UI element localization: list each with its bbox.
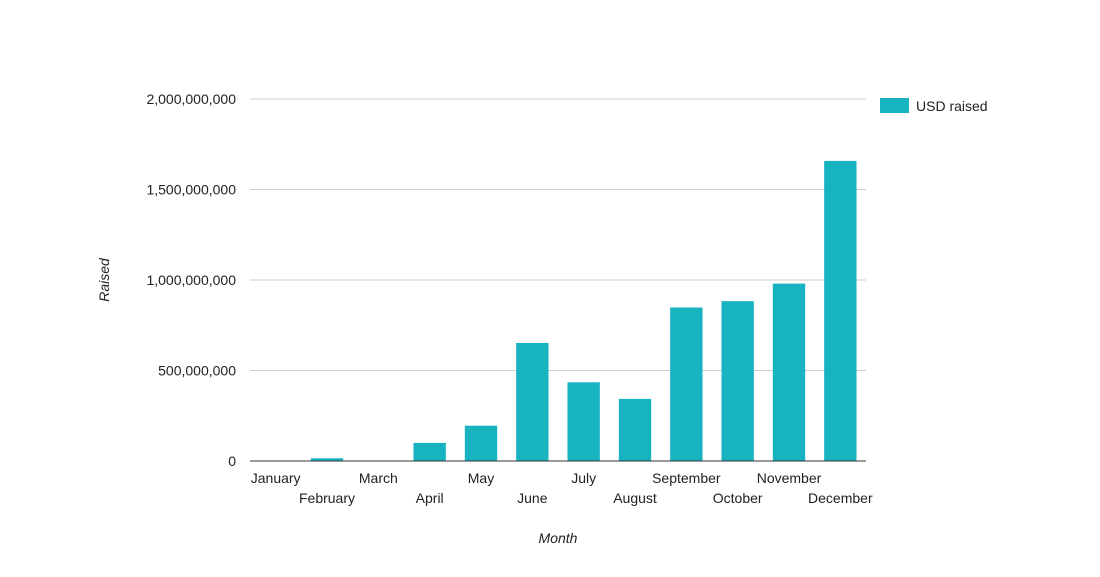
x-tick-label: July — [571, 470, 596, 486]
x-axis-title: Month — [539, 530, 578, 546]
x-tick-label: May — [468, 470, 494, 486]
y-tick-labels: 0 500,000,000 1,000,000,000 1,500,000,000 2,… — [146, 91, 236, 469]
y-tick-label: 1,500,000,000 — [146, 182, 236, 198]
x-tick-label: January — [251, 470, 301, 486]
bar — [464, 425, 498, 461]
y-tick-label: 1,000,000,000 — [146, 272, 236, 288]
y-axis-title: Raised — [96, 257, 112, 302]
x-tick-label: April — [416, 490, 444, 506]
x-tick-label: June — [517, 490, 548, 506]
x-tick-label: September — [652, 470, 721, 486]
gridlines — [250, 98, 866, 371]
bar — [413, 442, 446, 461]
bars — [259, 160, 857, 462]
legend: USD raised — [880, 98, 988, 114]
x-tick-label: December — [808, 490, 873, 506]
x-tick-label: August — [613, 490, 657, 506]
y-tick-label: 0 — [228, 453, 236, 469]
bar — [618, 398, 652, 461]
bar — [310, 458, 344, 461]
y-tick-label: 2,000,000,000 — [146, 91, 236, 107]
x-tick-label: November — [757, 470, 822, 486]
legend-label: USD raised — [916, 98, 988, 114]
bar — [670, 307, 703, 461]
bar — [567, 382, 600, 461]
y-tick-label: 500,000,000 — [158, 363, 236, 379]
bar — [824, 160, 857, 462]
x-tick-label: March — [359, 470, 398, 486]
legend-swatch — [880, 98, 909, 113]
bar — [516, 342, 549, 461]
bar — [772, 283, 806, 461]
x-tick-label: October — [713, 490, 763, 506]
x-tick-label: February — [299, 490, 355, 506]
bar — [721, 301, 754, 461]
